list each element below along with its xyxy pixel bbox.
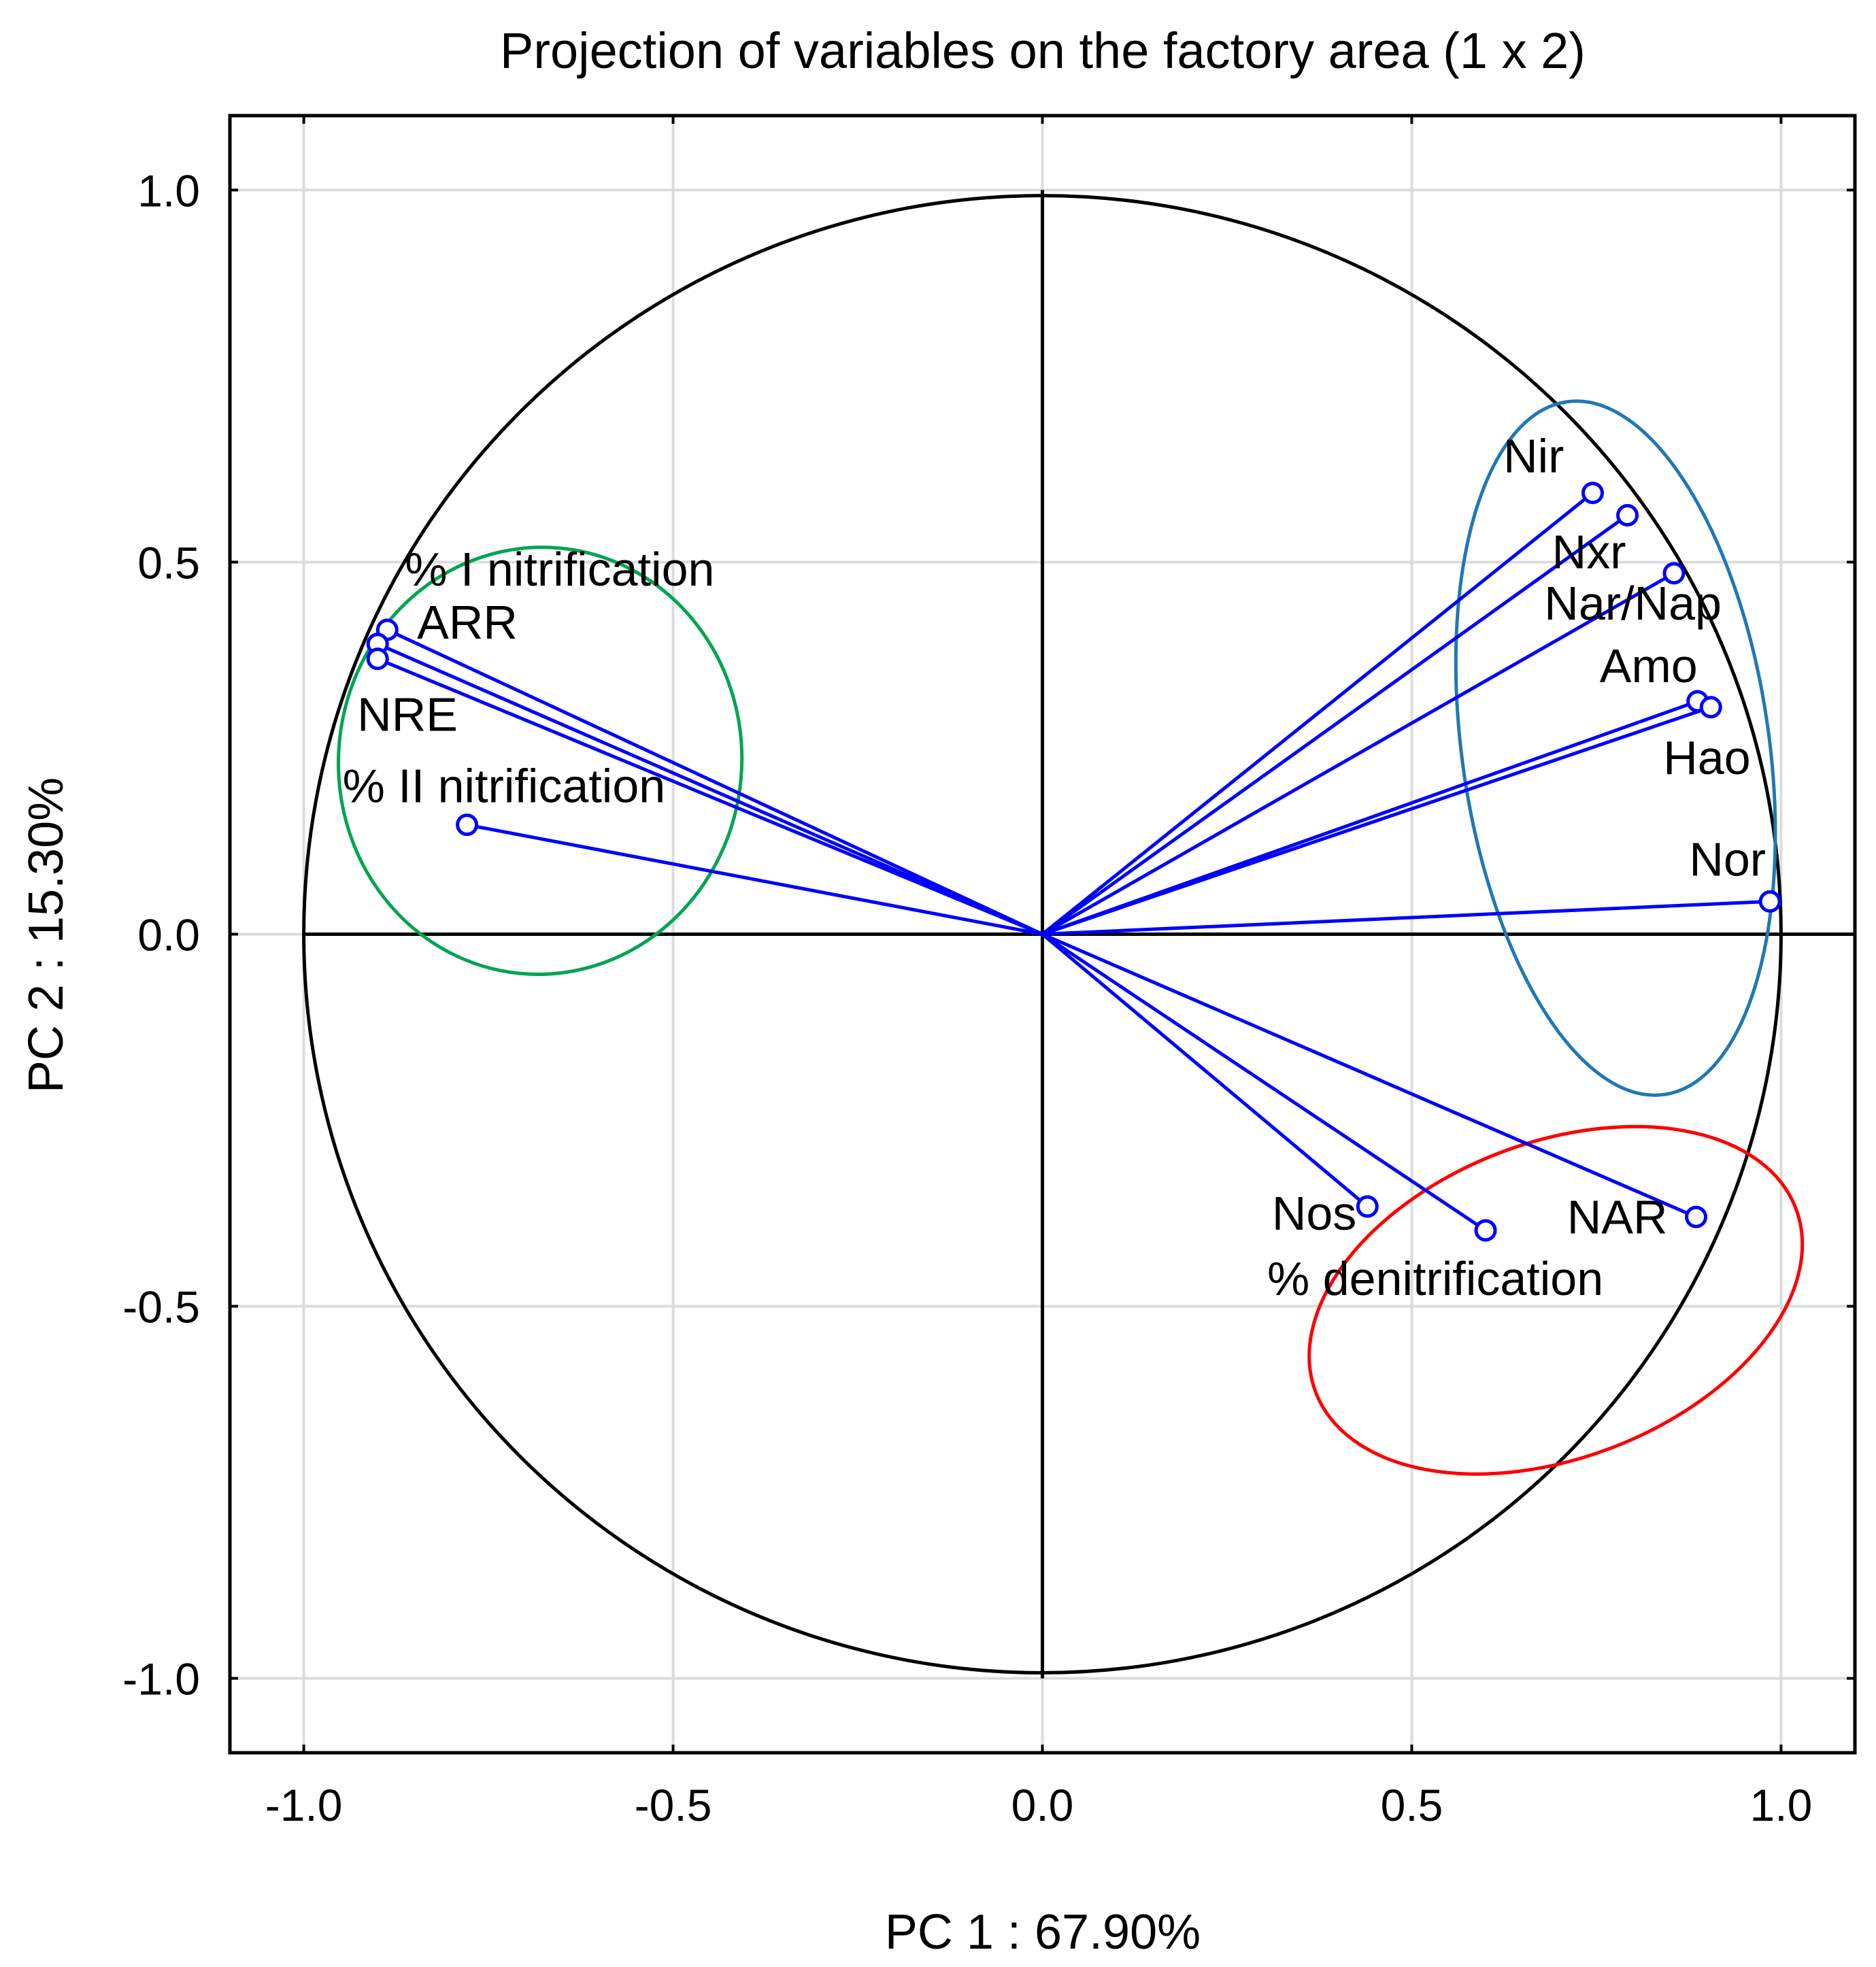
y-tick-label-2: 0.0: [137, 910, 200, 960]
point-marker-12: [1474, 1219, 1497, 1242]
variable-label-6: Nor: [1689, 833, 1766, 886]
variable-label-1: Nir: [1503, 430, 1564, 483]
vector-12: [1041, 932, 1487, 1232]
loading-vectors: [377, 491, 1771, 1232]
variable-label-3: Nar/Nap: [1544, 577, 1722, 630]
vector-10: [467, 823, 1043, 936]
point-marker-6: [1758, 890, 1781, 913]
x-axis-label: PC 1 : 67.90%: [885, 1905, 1201, 1960]
variable-label-5: Hao: [1663, 731, 1750, 784]
loading-markers: [366, 482, 1781, 1242]
point-marker-3: [1662, 562, 1686, 585]
vector-2: [1041, 514, 1628, 936]
vector-7: [386, 628, 1043, 936]
variable-label-2: Nxr: [1552, 526, 1626, 579]
y-tick-label-1: -0.5: [122, 1282, 200, 1332]
point-marker-2: [1616, 504, 1639, 527]
point-marker-13: [1685, 1205, 1708, 1228]
tick-labels: -1.0 -0.5 0.0 0.5 1.0 -1.0 -0.5 0.0 0.5 1.0: [122, 165, 1812, 1830]
vector-13: [1041, 932, 1697, 1219]
x-tick-label-0: -1.0: [265, 1780, 343, 1830]
group-ellipse-2: [1454, 399, 1777, 1097]
chart-title: Projection of variables on the factory a…: [500, 22, 1586, 79]
y-axis-label: PC 2 : 15.30%: [19, 777, 73, 1093]
x-tick-label-3: 0.5: [1381, 1780, 1443, 1830]
vector-9: [377, 657, 1043, 936]
x-tick-label-2: 0.0: [1011, 1780, 1074, 1830]
variable-label-9: NRE: [357, 688, 458, 741]
y-tick-label-4: 1.0: [137, 165, 200, 216]
axis-ticks: [230, 116, 1855, 1753]
point-marker-5: [1699, 696, 1722, 719]
group-ellipse-1: [336, 545, 744, 976]
vector-3: [1041, 571, 1675, 936]
point-marker-11: [1356, 1195, 1379, 1218]
vector-5: [1041, 705, 1712, 936]
variable-label-13: NAR: [1567, 1190, 1668, 1243]
variable-label-12: % denitrification: [1267, 1252, 1603, 1305]
point-marker-1: [1581, 482, 1605, 505]
variable-label-10: % II nitrification: [343, 760, 666, 813]
y-tick-label-3: 0.5: [137, 537, 200, 588]
group-ellipses: [336, 399, 1805, 1476]
y-tick-label-0: -1.0: [122, 1654, 200, 1704]
vector-11: [1041, 932, 1369, 1208]
vector-1: [1041, 491, 1594, 936]
point-marker-10: [456, 813, 479, 837]
point-marker-9: [366, 648, 389, 671]
vector-6: [1042, 899, 1771, 936]
variable-label-4: Amo: [1600, 639, 1698, 692]
vector-8: [377, 642, 1043, 936]
x-tick-label-4: 1.0: [1750, 1780, 1813, 1830]
variable-label-7: % I nitrification: [405, 543, 714, 596]
variable-label-11: Nos: [1272, 1187, 1356, 1240]
group-ellipse-3: [1307, 1124, 1805, 1476]
variable-label-8: ARR: [417, 596, 518, 649]
x-tick-label-1: -0.5: [635, 1780, 712, 1830]
